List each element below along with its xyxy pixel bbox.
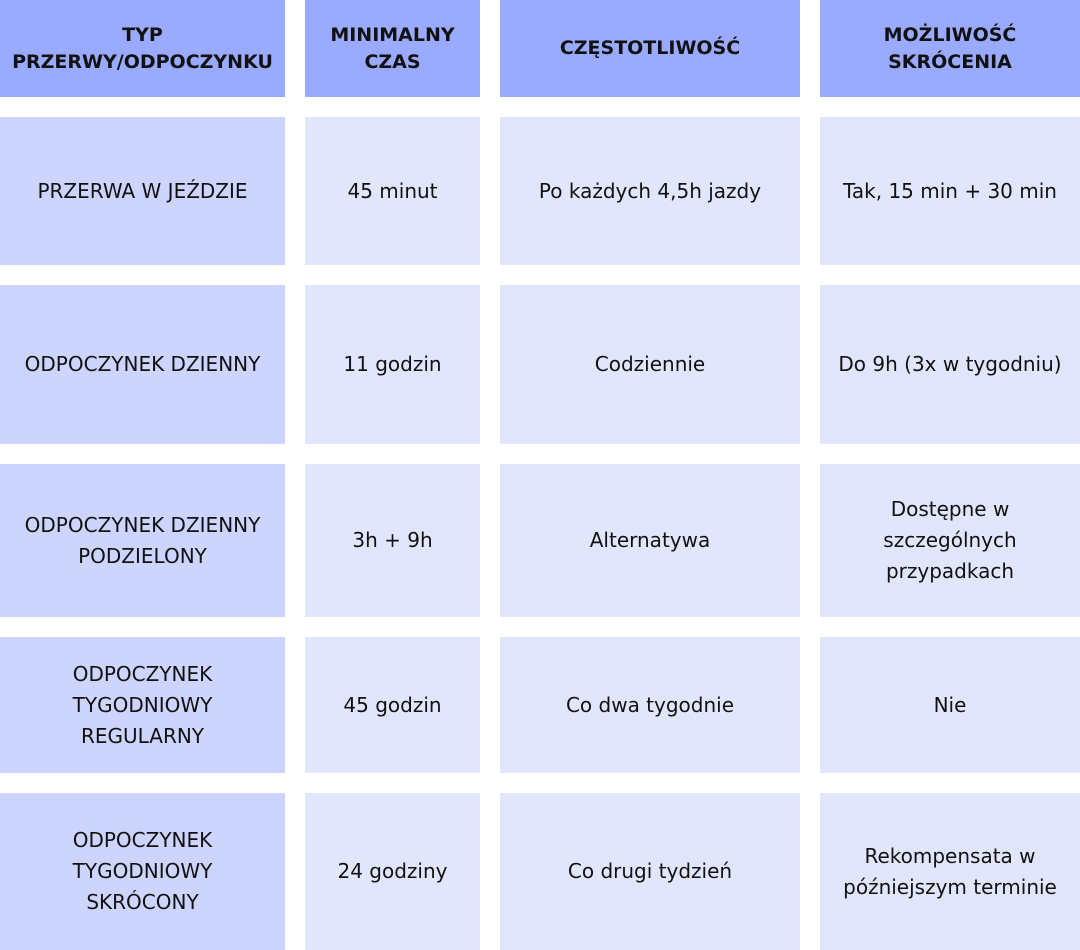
table-cell-text: Dostępne w szczególnych przypadkach — [883, 497, 1017, 583]
table-cell: Tak, 15 min + 30 min — [820, 117, 1080, 265]
table-cell-text: 45 minut — [347, 178, 438, 203]
table-cell: 3h + 9h — [305, 464, 480, 617]
row-label-cell: ODPOCZYNEK DZIENNY PODZIELONY — [0, 464, 285, 617]
table-cell-text: Co dwa tygodnie — [565, 692, 735, 717]
table-cell: Nie — [820, 637, 1080, 773]
header-cell-text: MINIMALNY CZAS — [330, 23, 455, 73]
row-label-cell-text: ODPOCZYNEK DZIENNY — [24, 352, 261, 376]
header-cell-text: TYP PRZERWY/ODPOCZYNKU — [12, 23, 273, 73]
table-cell: 45 minut — [305, 117, 480, 265]
row-label-cell: PRZERWA W JEŹDZIE — [0, 117, 285, 265]
row-label-cell-text: ODPOCZYNEK TYGODNIOWY REGULARNY — [72, 661, 213, 748]
table-cell-text: Alternatywa — [589, 528, 711, 552]
row-label-cell: ODPOCZYNEK DZIENNY — [0, 285, 285, 444]
table-cell-text: Nie — [933, 692, 967, 717]
table-cell: Do 9h (3x w tygodniu) — [820, 285, 1080, 444]
table-cell-text: Rekompensata w późniejszym terminie — [843, 843, 1057, 899]
row-label-cell-text: ODPOCZYNEK TYGODNIOWY SKRÓCONY — [72, 828, 213, 914]
header-cell: MINIMALNY CZAS — [305, 0, 480, 97]
header-cell: MOŻLIWOŚĆ SKRÓCENIA — [820, 0, 1080, 97]
row-label-cell: ODPOCZYNEK TYGODNIOWY REGULARNY — [0, 637, 285, 773]
header-cell: TYP PRZERWY/ODPOCZYNKU — [0, 0, 285, 97]
header-cell: CZĘSTOTLIWOŚĆ — [500, 0, 800, 97]
table-cell-text: Po każdych 4,5h jazdy — [538, 178, 762, 203]
table-cell-text: Tak, 15 min + 30 min — [843, 178, 1057, 203]
header-cell-text: CZĘSTOTLIWOŚĆ — [559, 37, 741, 59]
table-cell: Co dwa tygodnie — [500, 637, 800, 773]
table-cell-text: 3h + 9h — [352, 528, 433, 552]
table-cell: Po każdych 4,5h jazdy — [500, 117, 800, 265]
table-cell-text: 45 godzin — [343, 692, 442, 717]
table-cell-text: 24 godziny — [337, 859, 448, 883]
table-cell: Codziennie — [500, 285, 800, 444]
table-cell-text: Do 9h (3x w tygodniu) — [838, 352, 1062, 376]
table-cell-text: Codziennie — [594, 352, 706, 376]
table-cell: 11 godzin — [305, 285, 480, 444]
row-label-cell-text: PRZERWA W JEŹDZIE — [37, 178, 248, 203]
table-cell: Rekompensata w późniejszym terminie — [820, 793, 1080, 950]
table-cell-text: 11 godzin — [343, 352, 442, 376]
table-cell-text: Co drugi tydzień — [567, 859, 733, 883]
table-cell: Dostępne w szczególnych przypadkach — [820, 464, 1080, 617]
table-cell: 24 godziny — [305, 793, 480, 950]
table-cell: 45 godzin — [305, 637, 480, 773]
row-label-cell: ODPOCZYNEK TYGODNIOWY SKRÓCONY — [0, 793, 285, 950]
table-cell: Co drugi tydzień — [500, 793, 800, 950]
row-label-cell-text: ODPOCZYNEK DZIENNY PODZIELONY — [24, 512, 261, 568]
table-cell: Alternatywa — [500, 464, 800, 617]
header-cell-text: MOŻLIWOŚĆ SKRÓCENIA — [883, 23, 1017, 73]
